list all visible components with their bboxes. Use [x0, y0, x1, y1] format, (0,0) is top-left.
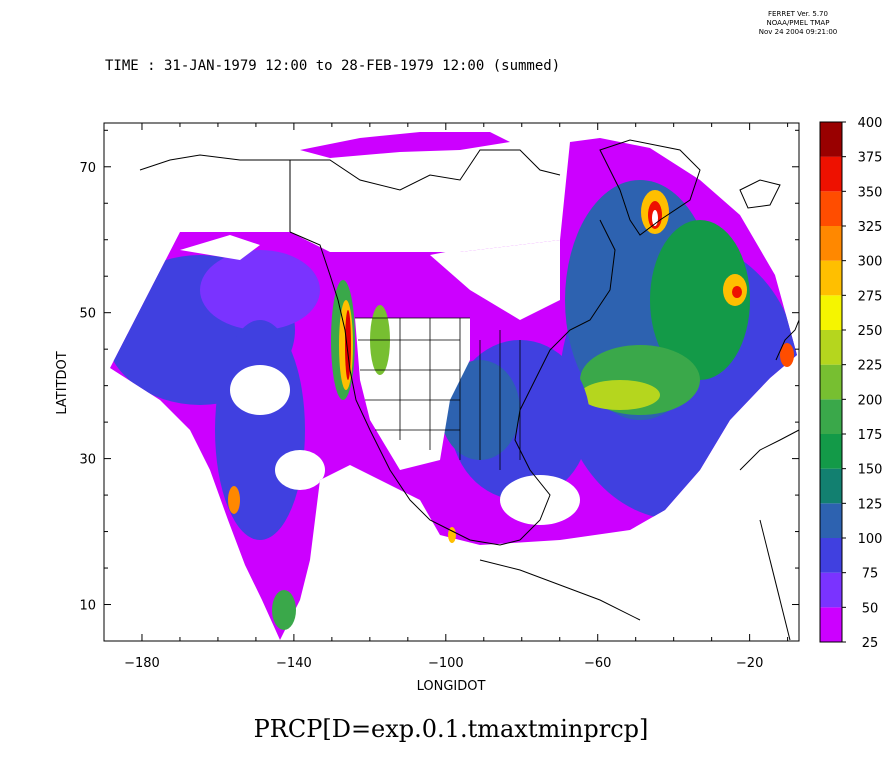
colorbar-label: 125 [858, 497, 883, 512]
colorbar-label: 325 [858, 220, 883, 235]
colorbar-label: 50 [862, 601, 879, 616]
colorbar-swatch [820, 295, 842, 330]
x-tick-label: −100 [428, 656, 464, 671]
time-label: TIME : 31-JAN-1979 12:00 to 28-FEB-1979 … [105, 58, 560, 74]
colorbar-swatch-top [820, 122, 842, 157]
colorbar-swatch [820, 572, 842, 608]
precip-field [110, 132, 797, 640]
axes: −180 −140 −100 −60 −20 10 30 50 70 [79, 123, 799, 671]
colorbar-swatch [820, 330, 842, 365]
plot-frame [103, 122, 800, 642]
x-tick-label: −140 [276, 656, 312, 671]
colorbar-swatch [820, 226, 842, 261]
colorbar-swatch [820, 538, 842, 573]
coastlines [139, 139, 799, 641]
colorbar-swatch [820, 607, 842, 642]
y-axis-title: LATITDOT [55, 351, 70, 414]
colorbar-label: 400 [858, 116, 883, 131]
colorbar-swatch [820, 399, 842, 434]
x-tick-label: −180 [124, 656, 160, 671]
y-tick-label: 30 [79, 453, 96, 468]
ferret-version: FERRET Ver. 5.70 [768, 10, 828, 18]
colorbar-label: 250 [858, 324, 883, 339]
main-title: PRCP[D=exp.0.1.tmaxtminprcp] [254, 715, 649, 743]
colorbar-label: 150 [858, 463, 883, 478]
x-tick-label: −60 [584, 656, 611, 671]
state-boundaries [355, 317, 521, 470]
colorbar-label: 375 [858, 151, 883, 166]
colorbar-label: 350 [858, 185, 883, 200]
x-axis-title: LONGIDOT [417, 679, 486, 694]
ferret-date: Nov 24 2004 09:21:00 [759, 28, 838, 36]
x-tick-label: −20 [736, 656, 763, 671]
colorbar-label: 25 [862, 636, 879, 651]
colorbar-label: 275 [858, 289, 883, 304]
y-tick-label: 70 [79, 161, 96, 176]
colorbar-swatch [820, 364, 842, 400]
colorbar-swatch [820, 260, 842, 296]
colorbar-label: 200 [858, 393, 883, 408]
colorbar-label: 175 [858, 428, 883, 443]
colorbar-label: 100 [858, 532, 883, 547]
colorbar-label: 75 [862, 567, 879, 582]
ferret-org: NOAA/PMEL TMAP [767, 19, 830, 27]
colorbar-label: 300 [858, 255, 883, 270]
colorbar-swatch [820, 191, 842, 226]
y-tick-label: 10 [79, 599, 96, 614]
colorbar-swatch [820, 434, 842, 469]
colorbar-swatch [820, 503, 842, 538]
colorbar-swatch [820, 156, 842, 192]
colorbar-swatch [820, 468, 842, 504]
colorbar-frame [819, 121, 843, 643]
y-tick-label: 50 [79, 307, 96, 322]
colorbar: 25 50 75 100 125 150 175 200 225 250 275 300 325 350 3… [819, 116, 883, 651]
colorbar-label: 225 [858, 359, 883, 374]
